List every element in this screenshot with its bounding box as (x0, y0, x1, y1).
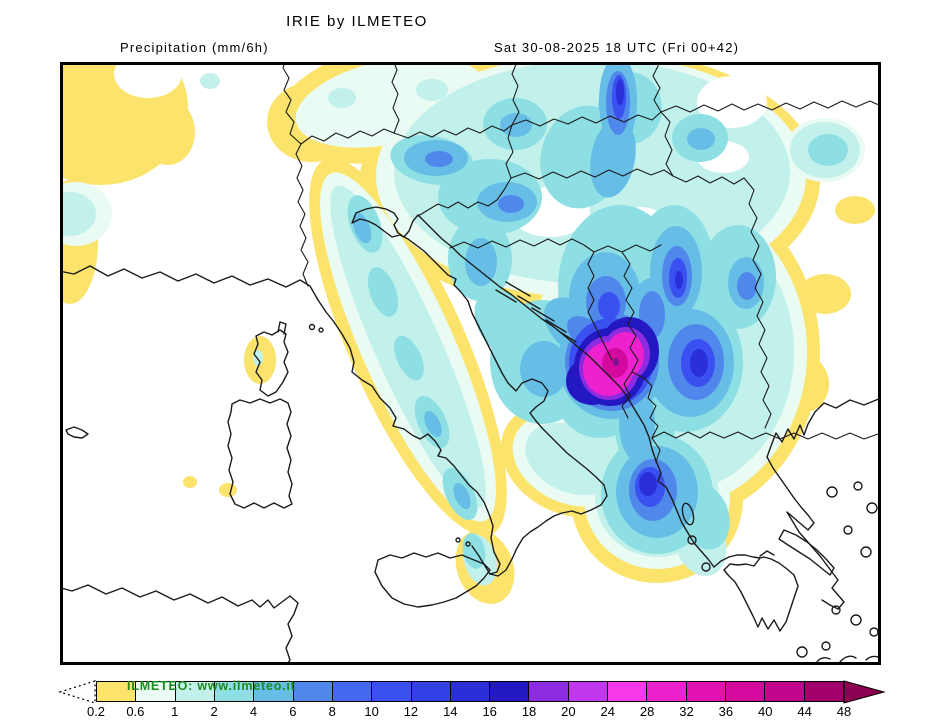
precip-level-14 (616, 79, 708, 496)
border-greece-north (709, 431, 879, 440)
island-corfu (681, 502, 695, 526)
border-bosnia (449, 238, 613, 361)
precipitation-map-svg (12, 29, 882, 667)
border-france-italy (295, 143, 309, 287)
colorbar-cell (567, 682, 608, 701)
island-cyclades-1 (826, 486, 838, 498)
map-frame (60, 62, 881, 665)
colorbar-tick-label: 36 (718, 704, 734, 719)
coast-corsica (253, 321, 289, 397)
colorbar-cell (646, 682, 686, 701)
colorbar (96, 681, 844, 702)
colorbar-tick-label: 2 (210, 704, 218, 719)
colorbar-cell (371, 682, 411, 701)
island-aeolian-2 (465, 541, 471, 547)
watermark-text: ILMETEO: www.ilmeteo.it (127, 679, 296, 693)
colorbar-tick-label: 24 (600, 704, 616, 719)
island-cyclades-2 (853, 481, 863, 491)
colorbar-tick-label: 10 (364, 704, 379, 719)
coast-peloponnese (713, 554, 799, 632)
colorbar-tick-label: 16 (482, 704, 497, 719)
coast-dalmatian-islands (495, 281, 577, 343)
colorbar-tick-label: 44 (797, 704, 812, 719)
border-bulgaria-west (754, 273, 772, 429)
colorbar-tick-label: 12 (403, 704, 419, 719)
island-cyclades-9 (821, 641, 831, 651)
colorbar-cell (725, 682, 765, 701)
island-zakynthos (701, 562, 711, 572)
colorbar-cell (174, 682, 214, 701)
island-cyclades-4 (843, 525, 853, 535)
colorbar-cell (685, 682, 725, 701)
coast-france-west-italy (53, 265, 501, 575)
border-hungary (510, 63, 674, 180)
colorbar-cell (764, 682, 804, 701)
colorbar-cell (607, 682, 647, 701)
colorbar-tick-label: 0.6 (126, 704, 145, 719)
colorbar-cell (292, 682, 332, 701)
colorbar-tick-label: 48 (836, 704, 852, 719)
colorbar-tick-label: 18 (521, 704, 537, 719)
island-kythira (796, 646, 808, 658)
coast-euboea (778, 529, 835, 576)
island-cyclades-6 (831, 605, 841, 615)
border-austria-slovenia (393, 61, 520, 217)
map-panel (12, 29, 882, 667)
colorbar-cell (528, 682, 568, 701)
island-cyclades-5 (860, 546, 872, 558)
colorbar-cell (803, 682, 843, 701)
coast-north-africa (53, 584, 299, 667)
colorbar-tick-label: 8 (328, 704, 336, 719)
colorbar-overflow-arrow-icon (843, 680, 886, 704)
colorbar-tick-label: 28 (639, 704, 655, 719)
coast-corinth (759, 550, 775, 557)
island-aeolian-1 (455, 537, 461, 543)
border-kosovo-macedonia (621, 371, 711, 463)
overflow-arrow-shape (843, 680, 886, 704)
subtitle-valid-time: Sat 30-08-2025 18 UTC (Fri 00+42) (494, 40, 740, 55)
island-cyclades-3 (866, 502, 878, 514)
coast-minorca (65, 426, 89, 439)
colorbar-tick-label: 14 (443, 704, 458, 719)
colorbar-cell (213, 682, 254, 701)
colorbar-tick-label: 0.2 (86, 704, 106, 719)
coast-south-italy-adriatic (351, 206, 608, 577)
coastlines (53, 206, 882, 667)
colorbar-cell (489, 682, 529, 701)
coast-crete-bumps (815, 655, 879, 664)
colorbar-cell (97, 682, 136, 701)
coast-north-greece-aegean (766, 397, 882, 610)
colorbar-tick-labels: 0.2 0.6 1 2 4 6 8 10 12 14 16 18 20 24 28 32 36 40 44 48 (0, 704, 940, 720)
colorbar-tick-label: 6 (289, 704, 297, 719)
colorbar-tick-label: 32 (679, 704, 694, 719)
coast-sicily (374, 552, 491, 608)
colorbar-tick-label: 1 (171, 704, 179, 719)
island-elba-1 (308, 323, 316, 331)
colorbar-cell (449, 682, 490, 701)
border-top-right (660, 100, 882, 113)
border-serbia (593, 244, 662, 373)
colorbar-tick-label: 4 (249, 704, 258, 719)
island-elba-2 (318, 327, 324, 333)
subtitle-variable: Precipitation (mm/6h) (120, 40, 269, 55)
precip-core-dot (613, 358, 619, 366)
colorbar-cell (331, 682, 372, 701)
colorbar-tick-label: 40 (758, 704, 773, 719)
colorbar-cell (410, 682, 450, 701)
colorbar-tick-label: 20 (561, 704, 576, 719)
border-romania-west (672, 175, 762, 275)
border-switzerland (282, 57, 400, 145)
colorbar-underflow-arrow-icon (57, 680, 96, 704)
colorbar-cell (135, 682, 175, 701)
page-title: IRIE by ILMETEO (286, 13, 428, 30)
island-kefalonia (687, 535, 697, 545)
coast-sardinia (227, 398, 293, 509)
colorbar-cell (253, 682, 293, 701)
country-borders (282, 57, 882, 463)
island-cyclades-8 (869, 627, 879, 637)
coast-croatia-albania-greece (417, 214, 715, 568)
island-cyclades-7 (850, 614, 862, 626)
